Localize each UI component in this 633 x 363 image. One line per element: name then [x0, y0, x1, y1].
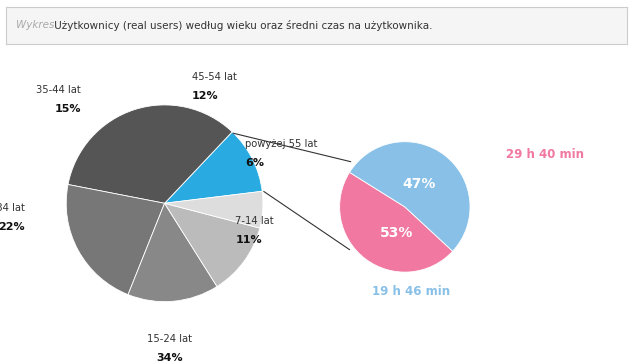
Text: 19 h 46 min: 19 h 46 min — [372, 285, 451, 298]
Text: 15-24 lat: 15-24 lat — [147, 334, 192, 344]
Text: 12%: 12% — [192, 91, 219, 101]
Text: Wykres.: Wykres. — [16, 20, 57, 30]
Wedge shape — [165, 191, 263, 228]
Text: 45-54 lat: 45-54 lat — [192, 72, 237, 82]
Text: 34%: 34% — [156, 353, 183, 363]
Wedge shape — [68, 105, 232, 203]
Text: Użytkownicy (real users) według wieku oraz średni czas na użytkownika.: Użytkownicy (real users) według wieku or… — [51, 20, 432, 31]
Text: 35-44 lat: 35-44 lat — [36, 85, 81, 95]
Wedge shape — [165, 132, 262, 203]
Wedge shape — [349, 142, 470, 251]
Text: 7-14 lat: 7-14 lat — [235, 216, 274, 226]
Text: 25-34 lat: 25-34 lat — [0, 203, 25, 213]
Wedge shape — [340, 172, 453, 272]
Wedge shape — [66, 184, 165, 295]
Text: 6%: 6% — [245, 158, 264, 168]
Text: 11%: 11% — [235, 234, 262, 245]
Text: 47%: 47% — [403, 177, 436, 191]
Text: powyżej 55 lat: powyżej 55 lat — [245, 139, 318, 149]
Text: 53%: 53% — [380, 226, 414, 240]
Text: 15%: 15% — [54, 104, 81, 114]
Text: 29 h 40 min: 29 h 40 min — [506, 148, 584, 161]
Text: 22%: 22% — [0, 222, 25, 232]
Wedge shape — [128, 203, 217, 302]
Wedge shape — [165, 203, 260, 286]
